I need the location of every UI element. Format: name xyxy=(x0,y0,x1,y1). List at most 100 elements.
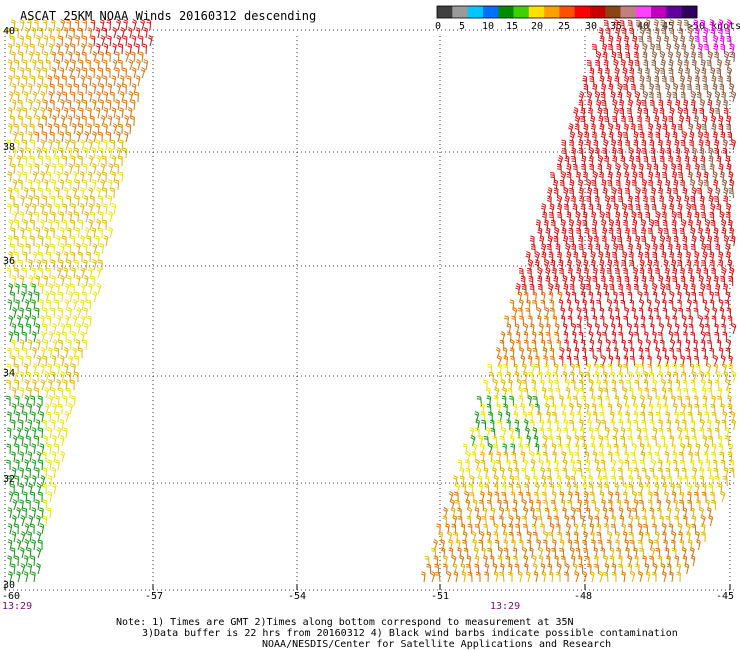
wind-barb xyxy=(710,27,716,39)
wind-barb xyxy=(91,163,97,175)
wind-barb xyxy=(595,283,601,295)
wind-barb xyxy=(585,275,591,287)
wind-barb xyxy=(47,363,52,375)
wind-barb xyxy=(47,491,53,503)
legend-label-50: >50 knots xyxy=(687,21,740,32)
wind-barb xyxy=(116,19,121,31)
wind-barb xyxy=(497,371,502,382)
wind-barb xyxy=(592,275,598,287)
wind-barb xyxy=(592,267,598,279)
wind-barb xyxy=(659,282,666,295)
wind-barb xyxy=(612,155,617,167)
wind-barb xyxy=(19,547,25,559)
wind-barb xyxy=(665,283,671,295)
wind-barb xyxy=(605,347,611,359)
wind-barb xyxy=(723,50,730,63)
wind-barb xyxy=(95,203,101,215)
wind-barb xyxy=(586,91,593,103)
wind-barb xyxy=(669,107,675,119)
wind-barb xyxy=(522,524,529,535)
legend-swatch xyxy=(467,6,484,18)
wind-barb xyxy=(27,387,32,399)
wind-barb xyxy=(71,203,76,215)
wind-barb xyxy=(644,243,651,255)
wind-barb xyxy=(542,211,547,223)
wind-barb xyxy=(59,67,65,79)
wind-barb xyxy=(63,27,69,39)
wind-barb xyxy=(74,83,79,95)
wind-barb xyxy=(64,299,70,311)
wind-barb xyxy=(627,243,633,255)
wind-barb xyxy=(602,51,608,63)
wind-barb xyxy=(10,35,15,47)
wind-barb xyxy=(90,35,96,47)
wind-barb xyxy=(700,212,707,223)
wind-barb xyxy=(27,131,33,143)
wind-barb xyxy=(610,91,616,103)
wind-barb xyxy=(123,19,128,31)
wind-barb xyxy=(602,138,609,151)
wind-barb xyxy=(89,115,95,127)
wind-barb xyxy=(118,171,124,183)
wind-barb xyxy=(74,211,79,223)
wind-barb xyxy=(60,114,66,127)
wind-barb xyxy=(55,203,60,215)
wind-barb xyxy=(647,267,653,279)
wind-barb xyxy=(70,251,75,263)
wind-barb xyxy=(23,91,29,103)
wind-barb xyxy=(47,139,53,151)
wind-barb xyxy=(43,99,48,111)
wind-barb xyxy=(562,507,567,519)
wind-barb xyxy=(14,555,19,567)
wind-barb xyxy=(7,347,12,359)
wind-barb xyxy=(689,275,695,287)
wind-barb xyxy=(637,523,643,535)
legend-swatch xyxy=(528,6,545,18)
wind-barb xyxy=(102,171,107,183)
wind-barb xyxy=(667,243,673,255)
wind-barb xyxy=(26,547,32,559)
wind-barb xyxy=(475,571,481,582)
wind-barb xyxy=(561,227,567,239)
wind-barb xyxy=(47,427,53,439)
wind-barb xyxy=(722,139,728,151)
wind-barb xyxy=(671,491,677,503)
wind-barb xyxy=(649,323,655,335)
wind-barb xyxy=(633,275,639,287)
wind-barb xyxy=(576,306,582,319)
wind-barb xyxy=(708,435,713,447)
wind-barb xyxy=(720,403,725,415)
wind-barb xyxy=(559,267,564,279)
wind-barb xyxy=(610,419,615,431)
wind-barb xyxy=(650,196,656,207)
wind-barb xyxy=(686,75,692,87)
wind-barb xyxy=(15,411,20,423)
wind-barb xyxy=(618,147,623,159)
wind-barb xyxy=(626,108,633,119)
wind-barb xyxy=(16,314,22,327)
wind-barb xyxy=(602,507,608,519)
wind-barb xyxy=(107,35,112,47)
wind-barb xyxy=(497,419,503,431)
wind-barb xyxy=(682,515,688,527)
wind-barb xyxy=(47,379,53,391)
wind-barb xyxy=(601,235,607,247)
wind-barb xyxy=(721,227,727,239)
wind-barb xyxy=(19,339,25,351)
wind-barb xyxy=(58,291,64,303)
wind-barb xyxy=(19,19,25,31)
wind-barb xyxy=(27,419,33,431)
wind-barb xyxy=(644,251,650,263)
wind-barb xyxy=(95,139,101,151)
wind-barb xyxy=(116,35,122,47)
wind-barb xyxy=(600,83,607,95)
wind-barb xyxy=(667,51,674,63)
wind-barb xyxy=(581,251,587,263)
wind-barb xyxy=(687,27,693,39)
wind-barb xyxy=(604,155,609,167)
wind-barb xyxy=(610,235,617,247)
wind-barb xyxy=(43,339,49,351)
wind-barb xyxy=(713,235,719,247)
wind-barb xyxy=(67,147,73,159)
wind-barb xyxy=(618,283,623,295)
